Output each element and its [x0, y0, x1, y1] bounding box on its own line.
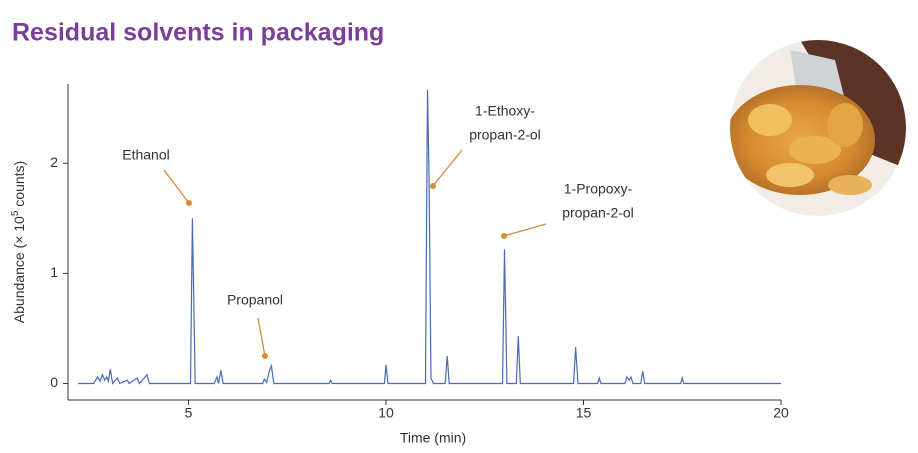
annotation-dot [186, 200, 192, 206]
x-tick-label: 20 [773, 405, 789, 421]
x-axis-label: Time (min) [400, 430, 466, 446]
annotation-leader [503, 223, 547, 237]
x-tick-label: 15 [576, 405, 592, 421]
y-tick-label: 2 [50, 154, 58, 170]
y-tick-label: 1 [50, 264, 58, 280]
annotation-dot [501, 233, 507, 239]
y-axis-label: Abundance (× 105 counts) [10, 161, 27, 323]
y-label-sup: 5 [10, 210, 21, 216]
annotation-label: Ethanol [122, 147, 169, 163]
annotation-leader [257, 317, 266, 357]
annotation-label: 1-Propoxy- [564, 181, 633, 197]
annotation-label: propan-2-ol [469, 127, 541, 143]
annotation-label: 1-Ethoxy- [475, 103, 535, 119]
annotation-leader [432, 149, 463, 187]
y-tick-label: 0 [50, 374, 58, 390]
annotation-dot [262, 353, 268, 359]
annotation-label: propan-2-ol [562, 205, 634, 221]
y-label-text: Abundance (× 10 [11, 216, 27, 323]
y-label-text: counts) [11, 161, 27, 211]
annotation-dot [430, 183, 436, 189]
annotation-leader [163, 169, 190, 204]
chromatogram-line [77, 89, 781, 385]
chart-title: Residual solvents in packaging [12, 19, 384, 47]
annotation-label: Propanol [227, 292, 283, 308]
photo [730, 40, 906, 216]
x-tick-label: 10 [378, 405, 394, 421]
x-tick-label: 5 [185, 405, 193, 421]
